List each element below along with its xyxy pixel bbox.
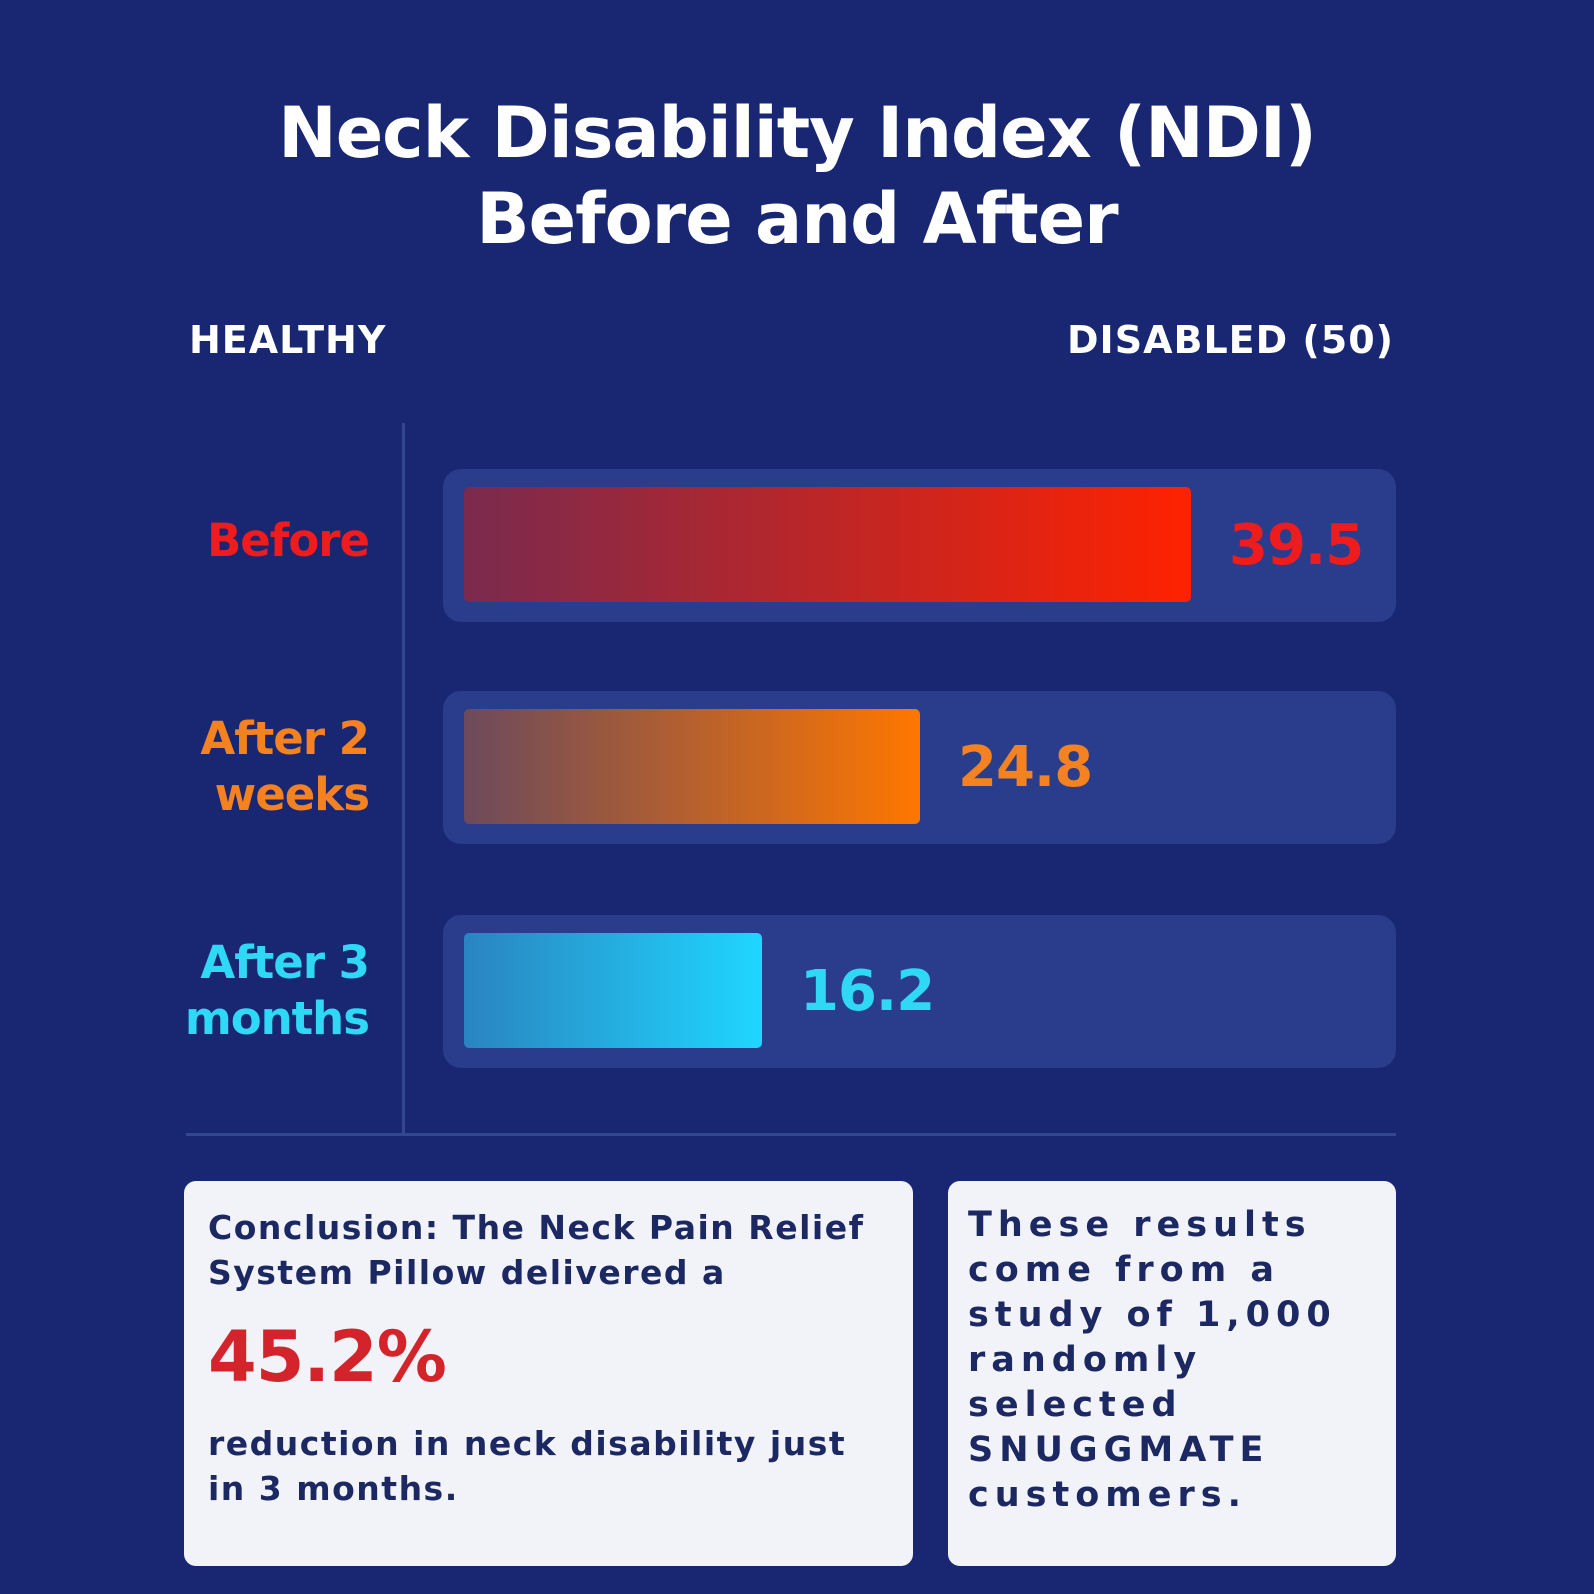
category-label-line: Before (206, 514, 370, 567)
bar-value-label: 39.5 (1229, 513, 1364, 578)
horizontal-divider (186, 1133, 1396, 1136)
axis-min-label: HEALTHY (189, 318, 387, 362)
category-label: After 3 months (149, 935, 370, 1047)
conclusion-card: Conclusion: The Neck Pain Relief System … (184, 1181, 913, 1566)
bar (464, 487, 1191, 602)
category-label: After 2 weeks (149, 711, 370, 823)
study-card: These results come from a study of 1,000… (948, 1181, 1396, 1566)
bar (464, 709, 920, 824)
bar-track: 16.2 (443, 915, 1396, 1068)
conclusion-intro: Conclusion: The Neck Pain Relief System … (208, 1208, 865, 1292)
category-label: Before (149, 513, 370, 569)
bar-value-label: 24.8 (958, 735, 1093, 800)
bar-track: 39.5 (443, 469, 1396, 622)
study-text: These results come from a study of 1,000… (968, 1205, 1337, 1515)
category-label-line: After 3 (200, 936, 370, 989)
bar-track: 24.8 (443, 691, 1396, 844)
conclusion-outro: reduction in neck disability just in 3 m… (208, 1424, 847, 1508)
axis-max-label: DISABLED (50) (1067, 318, 1394, 362)
category-label-line: After 2 (200, 712, 370, 765)
chart-title-line-1: Neck Disability Index (NDI) (278, 92, 1317, 174)
chart-title-line-2: Before and After (476, 178, 1118, 260)
bar-value-label: 16.2 (800, 959, 935, 1024)
vertical-axis-line (402, 423, 405, 1134)
bar (464, 933, 762, 1048)
category-label-line: weeks (214, 768, 370, 821)
conclusion-highlight: 45.2% (208, 1316, 447, 1398)
category-label-line: months (184, 992, 370, 1045)
